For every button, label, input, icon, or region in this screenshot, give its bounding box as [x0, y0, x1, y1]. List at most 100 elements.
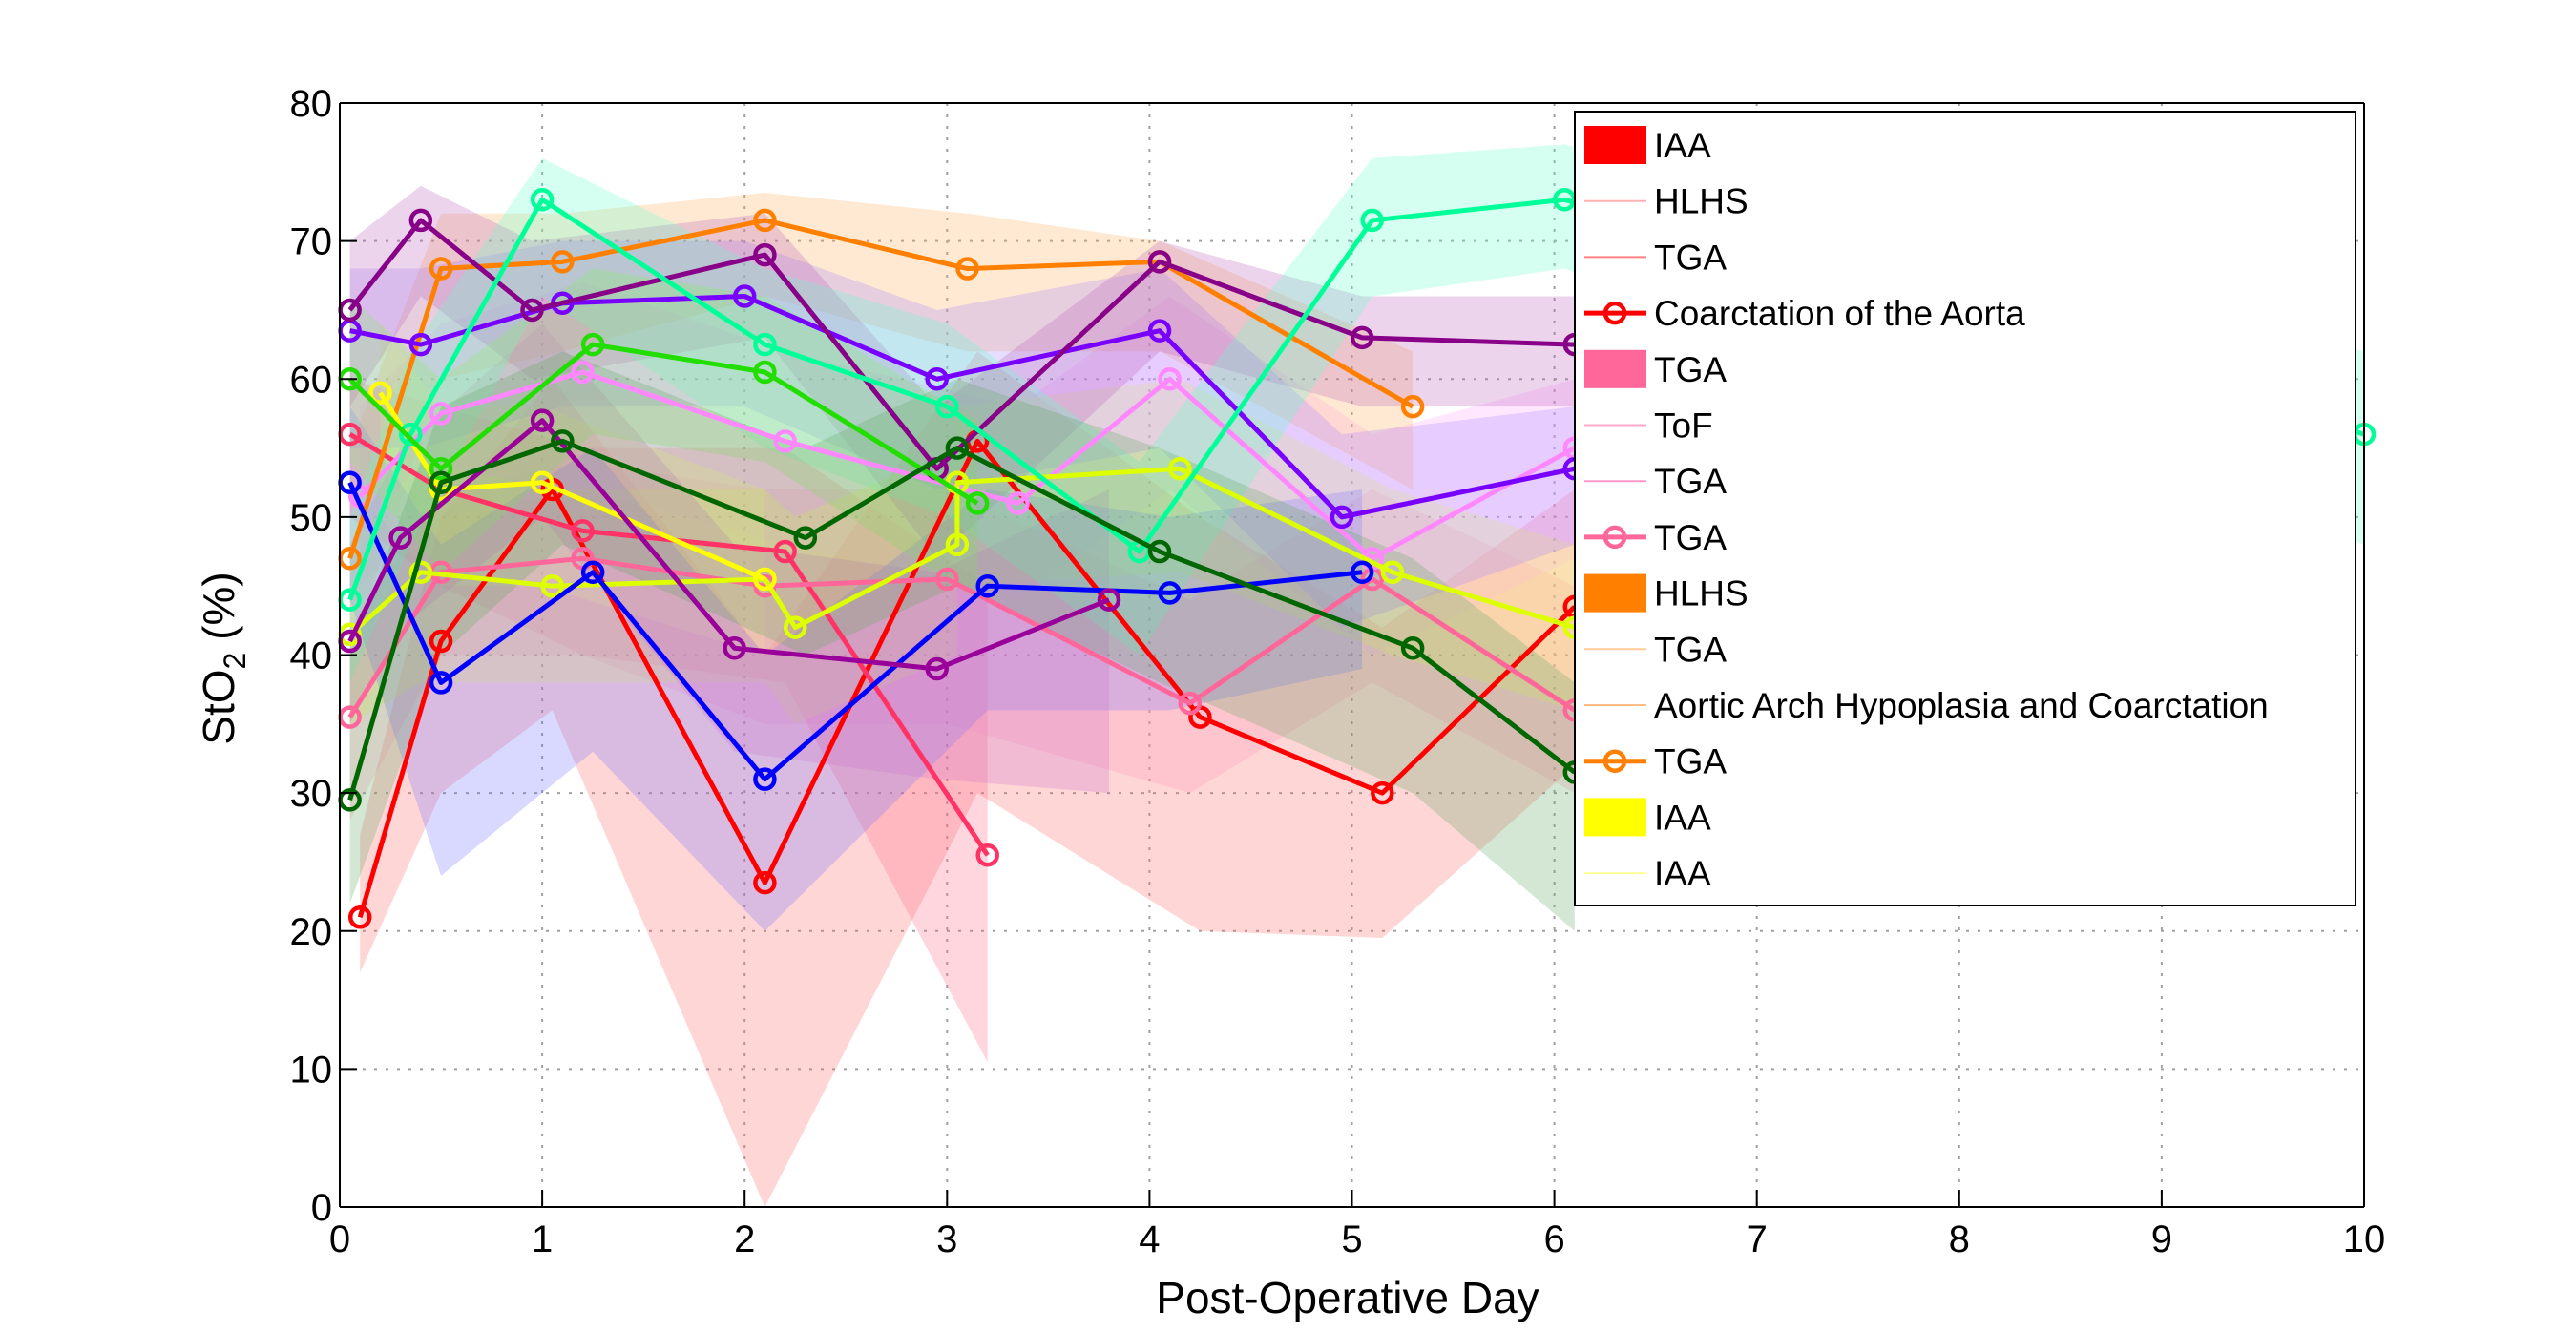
y-axis-label-subscript: 2 — [218, 653, 252, 670]
data-point — [408, 208, 433, 233]
y-axis-label-main: StO — [194, 669, 243, 744]
x-tick-label: 0 — [329, 1218, 350, 1260]
legend-swatch-marker — [1602, 301, 1627, 325]
data-point — [1380, 560, 1405, 584]
x-tick-label: 1 — [532, 1218, 553, 1260]
data-point — [732, 284, 757, 308]
data-point — [530, 187, 555, 212]
data-point — [1158, 581, 1182, 605]
legend-item: HLHS — [1584, 182, 1749, 221]
x-tick-label: 9 — [2151, 1218, 2172, 1260]
legend-item: IAA — [1584, 798, 1711, 837]
data-point — [773, 539, 797, 564]
series-5 — [338, 457, 1587, 647]
legend-label: TGA — [1654, 518, 1727, 557]
data-point — [429, 402, 453, 426]
series-line — [347, 481, 1363, 782]
data-point — [723, 636, 746, 660]
legend-item: TGA — [1584, 518, 1727, 557]
y-tick-label: 40 — [290, 635, 333, 677]
series-12 — [338, 332, 990, 515]
data-point — [1147, 319, 1172, 343]
series-line — [347, 466, 1576, 636]
data-point — [945, 532, 970, 557]
data-point — [540, 573, 564, 598]
data-point — [429, 470, 453, 494]
series-band-12 — [349, 268, 978, 600]
axes — [339, 102, 2365, 1208]
data-point — [925, 367, 949, 391]
data-point — [368, 381, 392, 405]
series-band-3 — [360, 282, 1575, 656]
data-point — [388, 526, 412, 550]
legend-swatch — [1584, 349, 1646, 388]
x-tick-label: 5 — [1341, 1218, 1362, 1260]
legend-label: TGA — [1654, 462, 1727, 501]
legend-label: ToF — [1654, 406, 1713, 446]
data-point — [580, 332, 605, 357]
legend-item: TGA — [1584, 462, 1727, 501]
data-point — [935, 567, 959, 592]
legend-swatch — [1584, 126, 1646, 164]
data-point — [571, 360, 595, 385]
data-point — [530, 408, 555, 432]
data-point — [551, 429, 575, 453]
series-line — [349, 293, 1576, 520]
data-point — [753, 332, 777, 357]
legend-item: Aortic Arch Hypoplasia and Coarctation — [1584, 686, 2269, 725]
data-point — [965, 491, 990, 515]
data-point — [1006, 491, 1030, 515]
legend-label: Coarctation of the Aorta — [1654, 294, 2025, 333]
data-point — [1360, 208, 1384, 233]
x-tick-labels: 0 1 2 3 4 5 6 7 8 9 10 — [329, 1218, 2385, 1260]
x-tick-label: 6 — [1543, 1218, 1564, 1260]
series-line — [347, 342, 979, 506]
data-point — [1371, 780, 1394, 805]
data-point — [753, 767, 777, 791]
data-point — [1147, 539, 1172, 564]
y-tick-label: 30 — [290, 773, 333, 815]
series-line — [347, 555, 1577, 718]
data-point — [1330, 505, 1354, 530]
x-tick-label: 2 — [734, 1218, 755, 1260]
data-point — [753, 360, 777, 385]
data-point — [1400, 636, 1425, 660]
data-point — [1350, 325, 1374, 350]
data-point — [753, 242, 777, 267]
data-point — [408, 560, 433, 584]
data-point — [551, 250, 575, 274]
legend-item: Coarctation of the Aorta — [1584, 294, 2025, 333]
legend-label: IAA — [1654, 126, 1711, 165]
data-point — [1158, 367, 1182, 391]
data-point — [520, 298, 544, 323]
data-point — [753, 208, 777, 233]
legend-swatch-marker — [1602, 749, 1627, 773]
series-band-7 — [349, 406, 1363, 931]
data-point — [530, 470, 555, 494]
data-point — [753, 573, 777, 598]
legend: IAA HLHS TGA Coarctation of the Aorta TGA ToF… — [1574, 111, 2356, 906]
series-band-8 — [349, 240, 1575, 628]
legend-item: IAA — [1584, 126, 1711, 165]
data-point — [429, 671, 453, 695]
y-tick-label: 50 — [290, 497, 333, 539]
legend-label: TGA — [1654, 238, 1727, 277]
legend-label: IAA — [1654, 854, 1711, 893]
legend-item: TGA — [1584, 238, 1727, 277]
legend-label: HLHS — [1654, 574, 1749, 614]
legend-item: ToF — [1584, 406, 1713, 446]
series-band-4 — [349, 193, 1414, 656]
data-point — [1097, 588, 1121, 612]
x-tick-label: 8 — [1949, 1218, 1970, 1260]
data-point — [955, 257, 979, 281]
y-axis-label-suffix: (%) — [194, 572, 243, 652]
data-point — [753, 870, 777, 895]
legend-swatch — [1584, 798, 1646, 837]
legend-item: TGA — [1584, 630, 1727, 669]
data-point — [1178, 691, 1203, 716]
series-9 — [338, 208, 1587, 481]
series-band-13 — [349, 351, 1575, 931]
x-tick-label: 4 — [1139, 1218, 1160, 1260]
legend-item: IAA — [1584, 854, 1711, 893]
